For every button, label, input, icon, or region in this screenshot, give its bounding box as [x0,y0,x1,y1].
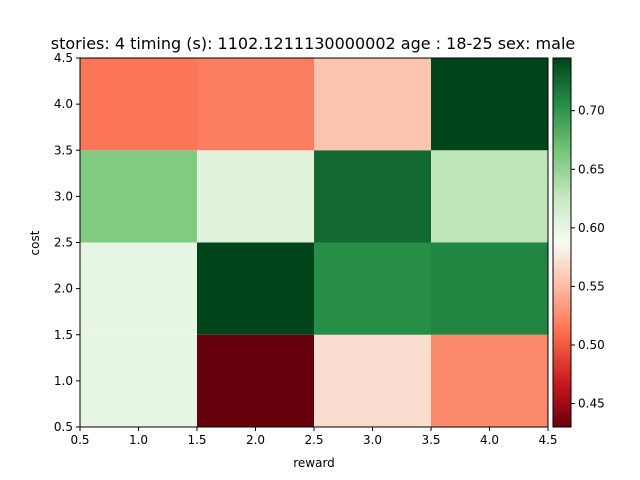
x-tick-label: 2.5 [304,433,323,447]
x-tick-label: 4.5 [538,433,557,447]
x-tick-label: 1.5 [187,433,206,447]
heatmap-cell [80,150,197,243]
heatmap-cell [197,150,314,243]
heatmap-cell [314,150,431,243]
heatmap-cell [314,242,431,335]
chart-title: stories: 4 timing (s): 1102.121113000000… [51,34,575,53]
y-axis-label: cost [28,230,42,255]
x-tick-label: 3.0 [363,433,382,447]
heatmap-cell [431,150,548,243]
colorbar-tick-label: 0.50 [578,338,605,352]
y-axis: 0.5 1.0 1.5 2.0 2.5 3.0 3.5 4.0 4.5 [54,51,80,434]
y-tick-label: 4.0 [54,97,73,111]
colorbar-tick-label: 0.65 [578,162,605,176]
heatmap-cell [197,242,314,335]
y-tick-label: 0.5 [54,420,73,434]
x-tick-label: 2.0 [246,433,265,447]
y-tick-label: 4.5 [54,51,73,65]
heatmap-cells [80,58,548,427]
x-tick-label: 3.5 [421,433,440,447]
x-axis-label: reward [293,456,335,470]
x-tick-label: 4.0 [480,433,499,447]
colorbar-tick-label: 0.55 [578,279,605,293]
heatmap-cell [314,58,431,151]
heatmap-cell [431,242,548,335]
colorbar-tick-label: 0.45 [578,397,605,411]
heatmap-cell [80,58,197,151]
y-tick-label: 3.0 [54,189,73,203]
y-tick-label: 2.5 [54,236,73,250]
heatmap-cell [80,242,197,335]
x-tick-label: 0.5 [70,433,89,447]
x-axis: 0.5 1.0 1.5 2.0 2.5 3.0 3.5 4.0 4.5 [70,427,558,447]
y-tick-label: 3.5 [54,143,73,157]
heatmap-cell [80,334,197,427]
y-tick-label: 2.0 [54,282,73,296]
x-tick-label: 1.0 [129,433,148,447]
heatmap-cell [197,58,314,151]
heatmap-cell [431,334,548,427]
heatmap-cell [314,334,431,427]
colorbar-tick-label: 0.70 [578,104,605,118]
heatmap-cell [431,58,548,151]
colorbar-tick-label: 0.60 [578,221,605,235]
y-tick-label: 1.0 [54,374,73,388]
heatmap-cell [197,334,314,427]
colorbar [552,57,572,428]
colorbar-axis: 0.45 0.50 0.55 0.60 0.65 0.70 [571,104,605,411]
y-tick-label: 1.5 [54,328,73,342]
